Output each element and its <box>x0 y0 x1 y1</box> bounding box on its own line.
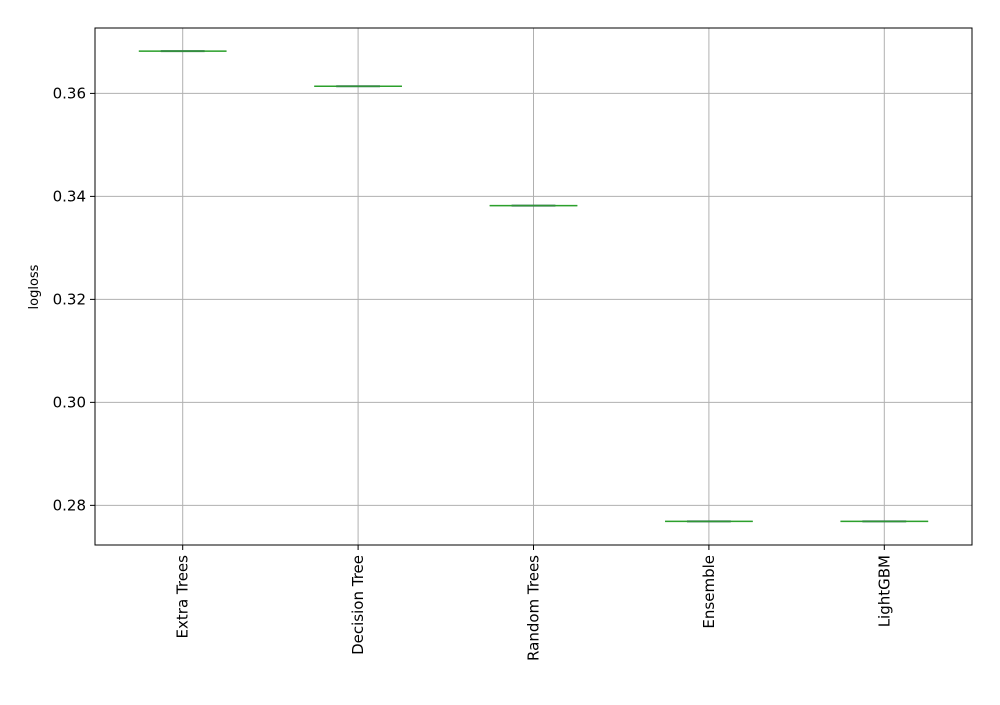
x-tick-label: Extra Trees <box>174 555 192 639</box>
grid-lines <box>95 28 972 545</box>
x-tick-label: LightGBM <box>875 555 893 627</box>
y-tick-label: 0.32 <box>53 290 86 308</box>
y-tick-label: 0.36 <box>53 84 86 102</box>
y-tick-label: 0.34 <box>53 187 86 205</box>
y-tick-label: 0.30 <box>53 393 86 411</box>
x-tick-label: Ensemble <box>700 555 718 629</box>
y-axis-ticks: 0.28 0.30 0.32 0.34 0.36 <box>53 84 95 514</box>
y-tick-label: 0.28 <box>53 496 86 514</box>
y-axis-label: logloss <box>27 264 42 309</box>
x-tick-label: Random Trees <box>525 555 543 661</box>
box-marks <box>138 50 929 523</box>
x-tick-label: Decision Tree <box>349 555 367 655</box>
x-axis-ticks: Extra Trees Decision Tree Random Trees Ense… <box>174 545 893 661</box>
